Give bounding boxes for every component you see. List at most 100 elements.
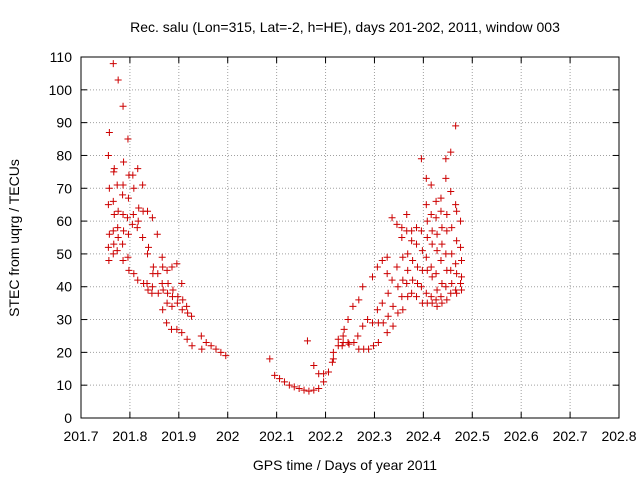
data-point <box>404 293 412 301</box>
plot-frame <box>80 56 620 419</box>
data-point <box>365 345 373 353</box>
data-point <box>374 339 382 347</box>
data-point <box>125 266 133 274</box>
data-point <box>368 319 376 327</box>
data-point <box>394 283 402 291</box>
data-point <box>179 296 187 304</box>
data-point <box>447 148 455 156</box>
data-point <box>413 224 421 232</box>
data-point <box>379 319 387 327</box>
data-point <box>417 155 425 163</box>
x-tick-label: 202 <box>216 428 240 444</box>
data-point <box>105 230 113 238</box>
data-point <box>432 214 440 222</box>
data-point <box>433 286 441 294</box>
data-point <box>119 240 127 248</box>
data-point <box>384 312 392 320</box>
data-point <box>183 302 191 310</box>
data-point <box>389 322 397 330</box>
data-point <box>129 171 137 179</box>
data-point <box>144 207 152 215</box>
data-point <box>349 302 357 310</box>
data-point <box>359 283 367 291</box>
data-point <box>428 227 436 235</box>
data-point <box>320 370 328 378</box>
data-point <box>109 60 117 68</box>
data-point <box>384 289 392 297</box>
data-point <box>144 250 152 258</box>
data-point <box>124 230 132 238</box>
data-point <box>110 211 118 219</box>
data-point <box>453 207 461 215</box>
data-point <box>105 128 113 136</box>
data-point <box>453 289 461 297</box>
data-point <box>389 302 397 310</box>
data-point <box>114 207 122 215</box>
data-point <box>168 263 176 271</box>
data-point <box>368 273 376 281</box>
x-tick-label: 202.6 <box>504 428 539 444</box>
data-point <box>207 342 215 350</box>
data-point <box>437 194 445 202</box>
data-point <box>398 224 406 232</box>
data-point <box>105 184 113 192</box>
data-point <box>173 325 181 333</box>
data-point <box>178 279 186 287</box>
data-point <box>148 214 156 222</box>
data-point <box>448 224 456 232</box>
data-point <box>271 371 279 379</box>
data-point <box>134 217 142 225</box>
data-point <box>109 250 117 258</box>
data-point <box>409 276 417 284</box>
data-point <box>290 383 298 391</box>
data-point <box>119 211 127 219</box>
data-point <box>388 214 396 222</box>
data-point <box>423 217 431 225</box>
data-point <box>130 184 138 192</box>
data-point <box>433 247 441 255</box>
data-point <box>432 270 440 278</box>
data-point <box>159 286 167 294</box>
data-point <box>448 250 456 258</box>
data-point <box>447 266 455 274</box>
data-point <box>105 256 113 264</box>
data-point <box>310 361 318 369</box>
data-point <box>159 306 167 314</box>
data-point <box>113 247 121 255</box>
data-point <box>129 211 137 219</box>
data-point <box>158 279 166 287</box>
y-tick-label: 0 <box>64 410 72 426</box>
data-point <box>442 155 450 163</box>
data-point <box>119 102 127 110</box>
x-tick-label: 201.9 <box>161 428 196 444</box>
data-point <box>128 220 136 228</box>
data-point <box>447 289 455 297</box>
data-point <box>174 293 182 301</box>
data-point <box>398 293 406 301</box>
data-point <box>437 293 445 301</box>
data-point <box>163 266 171 274</box>
data-point <box>447 188 455 196</box>
data-point <box>453 270 461 278</box>
data-point <box>119 191 127 199</box>
y-tick-label: 70 <box>56 180 72 196</box>
data-point <box>344 316 352 324</box>
y-tick-label: 90 <box>56 115 72 131</box>
data-point <box>310 386 318 394</box>
data-point <box>123 214 131 222</box>
data-point <box>442 174 450 182</box>
data-point <box>418 247 426 255</box>
data-point <box>408 289 416 297</box>
data-point <box>438 240 446 248</box>
data-point <box>408 237 416 245</box>
data-point <box>173 299 181 307</box>
data-point <box>428 299 436 307</box>
data-point <box>113 181 121 189</box>
data-point <box>300 386 308 394</box>
x-tick-label: 202.4 <box>406 428 441 444</box>
data-point <box>329 348 337 356</box>
data-point <box>413 263 421 271</box>
data-point <box>124 253 132 261</box>
x-tick-label: 202.7 <box>553 428 588 444</box>
